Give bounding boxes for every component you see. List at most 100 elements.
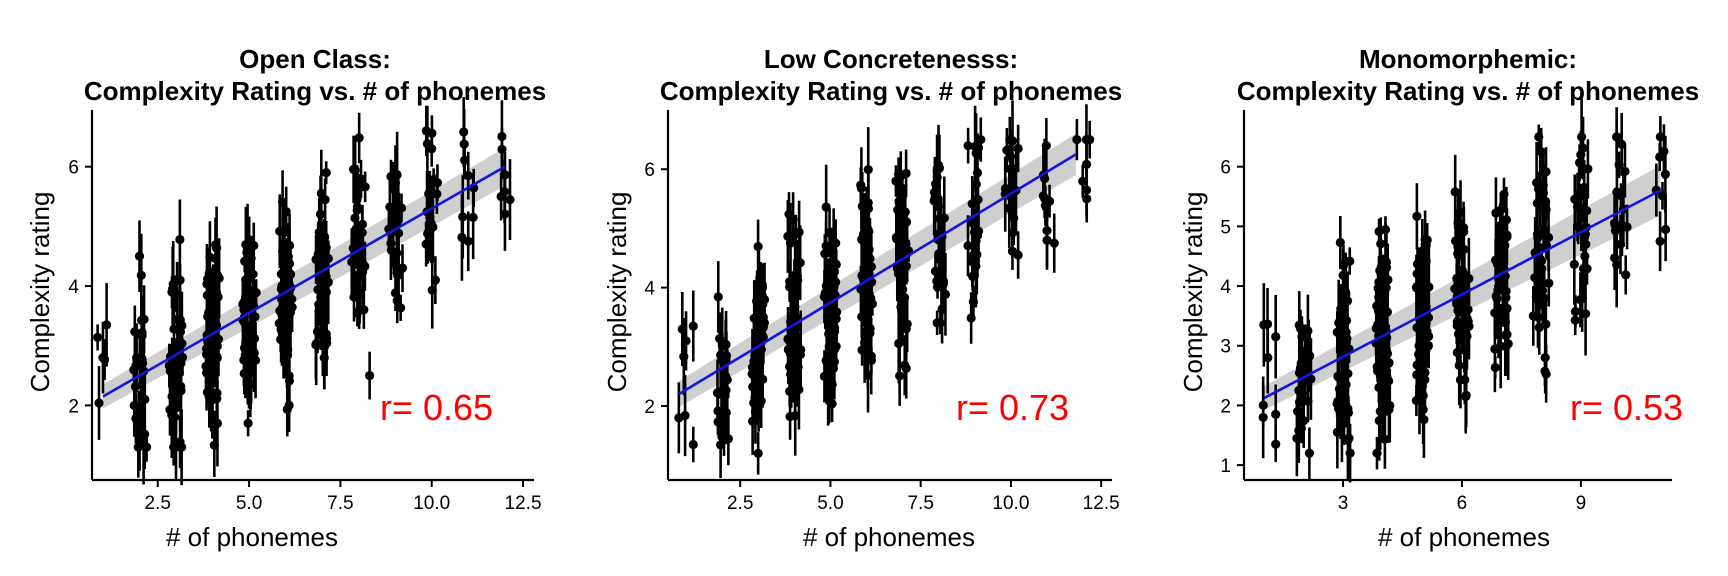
data-point	[1537, 285, 1548, 296]
data-point	[828, 361, 838, 371]
data-point	[935, 318, 945, 328]
data-point	[967, 218, 978, 228]
data-point	[713, 292, 723, 302]
data-point	[1655, 236, 1665, 246]
data-point	[496, 191, 506, 202]
data-point	[1539, 293, 1549, 303]
data-point	[249, 333, 260, 344]
data-point	[825, 285, 835, 295]
data-point	[829, 236, 839, 246]
data-point	[131, 413, 141, 423]
data-point	[356, 174, 366, 184]
data-point	[1419, 257, 1429, 268]
data-point	[1498, 305, 1508, 315]
data-point	[1536, 147, 1546, 157]
panel-low-concreteness: Low Concretenesss: Complexity Rating vs.…	[602, 44, 1122, 552]
data-point	[468, 212, 478, 222]
panel-title-line2: Complexity Rating vs. # of phonemes	[84, 76, 546, 106]
correlation-label: r= 0.73	[956, 387, 1069, 428]
data-point	[314, 255, 324, 266]
data-point	[1457, 267, 1467, 277]
data-point	[201, 368, 212, 378]
data-point	[312, 326, 323, 337]
data-point	[963, 141, 973, 151]
data-point	[1455, 375, 1466, 385]
data-point	[137, 354, 147, 364]
data-point	[459, 127, 469, 137]
data-point	[1300, 358, 1310, 368]
data-point	[393, 228, 404, 238]
data-point	[1294, 320, 1304, 330]
data-point	[1660, 169, 1670, 179]
data-point	[901, 168, 911, 179]
data-point	[500, 209, 510, 219]
data-point	[1081, 135, 1092, 145]
data-point	[1382, 307, 1392, 317]
data-point	[274, 318, 284, 328]
axes-group: 2.5 5.0 7.5 10.0 12.5 2 4 6	[68, 110, 542, 514]
y-tick-label: 6	[644, 160, 655, 181]
data-point	[1458, 223, 1469, 233]
x-tick-label: 12.5	[505, 493, 542, 514]
data-point	[821, 293, 831, 303]
data-point	[1570, 306, 1581, 317]
data-point	[971, 148, 981, 158]
data-point	[211, 240, 221, 250]
data-point	[134, 437, 145, 447]
data-point	[1414, 341, 1424, 351]
data-point	[1259, 320, 1269, 330]
data-point	[713, 417, 723, 427]
x-tick-label: 10.0	[413, 493, 450, 514]
data-point	[1338, 309, 1348, 319]
data-point	[175, 275, 185, 285]
data-point	[901, 363, 911, 373]
data-point	[976, 135, 986, 145]
data-point	[857, 270, 867, 281]
data-point	[1294, 385, 1304, 396]
data-point	[863, 165, 873, 175]
data-point	[241, 322, 251, 332]
y-axis-label: Complexity rating	[1178, 192, 1208, 393]
data-point	[1502, 232, 1512, 242]
data-point	[1490, 362, 1500, 373]
data-point	[350, 213, 360, 223]
data-point	[756, 300, 766, 310]
axes-group: 2.5 5.0 7.5 10.0 12.5 2 4 6	[644, 110, 1120, 514]
y-tick-label: 2	[1220, 396, 1231, 417]
data-point	[1573, 222, 1583, 232]
data-point	[794, 227, 804, 237]
data-point	[896, 302, 906, 312]
data-point	[134, 251, 145, 261]
data-point	[1655, 132, 1665, 142]
data-point	[1004, 203, 1014, 213]
data-point	[1416, 374, 1426, 384]
panel-monomorphemic: Monomorphemic: Complexity Rating vs. # o…	[1178, 44, 1699, 552]
data-point	[175, 437, 185, 447]
data-point	[314, 300, 324, 310]
data-point	[820, 249, 830, 259]
correlation-label: r= 0.65	[380, 387, 493, 428]
data-point	[1503, 339, 1513, 349]
data-point	[1374, 226, 1384, 237]
data-point	[1457, 307, 1467, 318]
data-point	[1544, 278, 1554, 288]
data-point	[1292, 433, 1302, 443]
points-group	[674, 100, 1095, 479]
data-point	[315, 209, 326, 219]
data-point	[1461, 391, 1471, 402]
data-point	[102, 320, 112, 330]
data-point	[390, 288, 401, 298]
data-point	[243, 418, 253, 428]
data-point	[750, 406, 761, 417]
data-point	[900, 207, 910, 217]
data-point	[901, 324, 911, 334]
data-point	[212, 418, 223, 428]
data-point	[1575, 295, 1585, 305]
data-point	[1299, 416, 1309, 426]
x-tick-label: 3	[1338, 493, 1349, 514]
data-point	[319, 353, 329, 363]
points-group	[1258, 95, 1671, 483]
x-tick-label: 9	[1576, 493, 1587, 514]
data-point	[323, 277, 333, 287]
y-tick-label: 1	[1220, 456, 1231, 477]
